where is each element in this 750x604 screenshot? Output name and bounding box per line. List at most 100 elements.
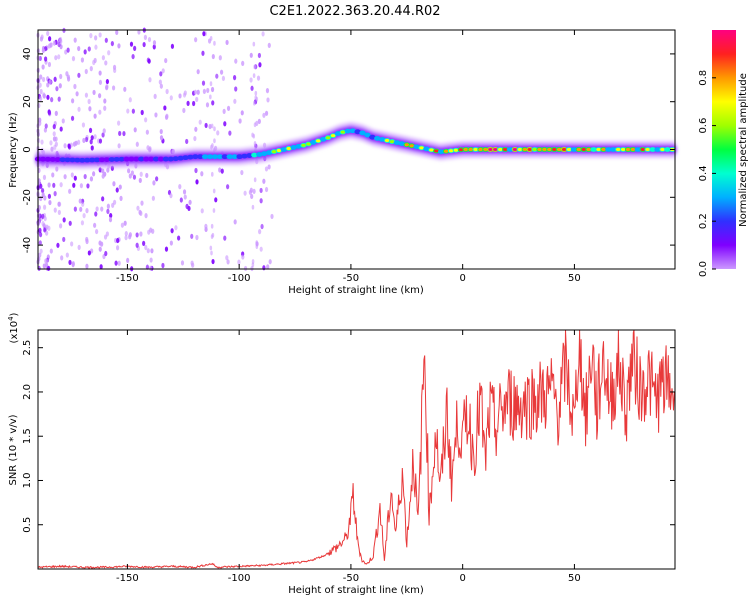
colorbar-tick-label: 0.2 [698,213,709,229]
ridge-core [177,155,184,161]
noise-blob [159,71,163,77]
noise-streak [209,36,213,41]
noise-blob [93,222,97,228]
noise-blob [123,86,127,92]
ridge-core [413,144,420,150]
noise-blob [44,123,48,129]
noise-blob [126,257,130,264]
noise-blob [250,193,254,200]
ridge-peak [453,148,459,152]
ridge-core [93,157,101,163]
noise-blob [66,47,70,53]
noise-blob [46,30,50,37]
noise-blob [177,235,181,241]
noise-blob [115,29,119,36]
noise-blob [268,259,272,265]
noise-blob [138,177,142,184]
noise-blob [82,213,86,219]
noise-blob [118,184,122,190]
noise-blob [49,248,53,254]
noise-blob [44,262,49,268]
noise-blob [194,37,198,43]
spectrogram-y-ticks: -40 -20 0 20 40 [22,48,675,253]
noise-blob [117,260,121,266]
noise-blob [93,134,97,140]
noise-blob [46,94,50,100]
noise-blob [169,95,173,101]
noise-blob [73,175,77,181]
noise-blob [39,248,43,254]
ridge-peak [517,148,523,151]
noise-blob [70,115,75,121]
noise-blob [101,132,105,138]
noise-blob [226,259,230,265]
noise-blob [46,82,50,88]
snr-series-line [37,329,676,569]
noise-blob [226,184,230,190]
noise-blob [201,50,205,56]
ridge-peak [561,148,567,151]
noise-blob [178,93,182,99]
noise-blob [180,260,185,266]
noise-blob [82,137,86,144]
noise-blob [143,34,148,40]
noise-blob [42,204,47,210]
ridge-core [192,154,199,160]
noise-blob [90,135,94,141]
ridge-core [88,157,96,163]
noise-streak [255,244,259,250]
noise-blob [124,235,128,241]
noise-streak [211,143,214,148]
noise-blob [47,61,52,68]
noise-blob [214,197,218,203]
ridge-core [260,151,268,157]
noise-blob [81,201,85,207]
ridge-peak [434,149,439,153]
noise-blob [140,200,144,206]
noise-blob [40,34,44,40]
noise-streak [253,122,257,128]
ridge-core [182,155,189,161]
noise-blob [266,97,270,103]
noise-streak [209,81,213,87]
noise-blob [89,33,93,39]
noise-blob [154,112,158,118]
noise-blob [262,112,266,118]
noise-blob [164,114,169,120]
noise-blob [264,110,269,116]
ridge-peak [488,148,493,151]
ridge-peak [542,148,547,151]
ridge-core [83,157,91,163]
noise-blob [193,135,197,142]
ridge-peak [630,148,636,151]
noise-blob [238,118,242,124]
spectrogram-xtick-label: -50 [343,273,359,284]
noise-blob [204,226,208,233]
ridge-core [423,146,430,152]
noise-blob [174,225,178,231]
noise-blob [259,187,263,194]
noise-blob [53,144,57,150]
noise-blob [41,76,46,83]
noise-blob [170,228,174,234]
noise-blob [266,264,270,270]
ridge-core [295,143,302,149]
noise-blob [53,76,57,82]
ridge-core [398,141,406,147]
ridge-peak [443,149,449,153]
noise-blob [206,87,210,94]
noise-blob [146,248,150,254]
noise-blob [42,93,46,99]
noise-blob [94,35,98,41]
spectrogram-ytick-label: -40 [22,237,33,253]
ridge-core [393,140,401,146]
ridge-core [216,154,224,160]
noise-blob [67,143,71,149]
ridge-core [310,140,317,145]
noise-blob [87,98,91,105]
noise-blob [104,60,108,66]
noise-blob [44,56,48,62]
snr-xtick-label: 50 [568,573,581,584]
noise-blob [264,186,269,193]
